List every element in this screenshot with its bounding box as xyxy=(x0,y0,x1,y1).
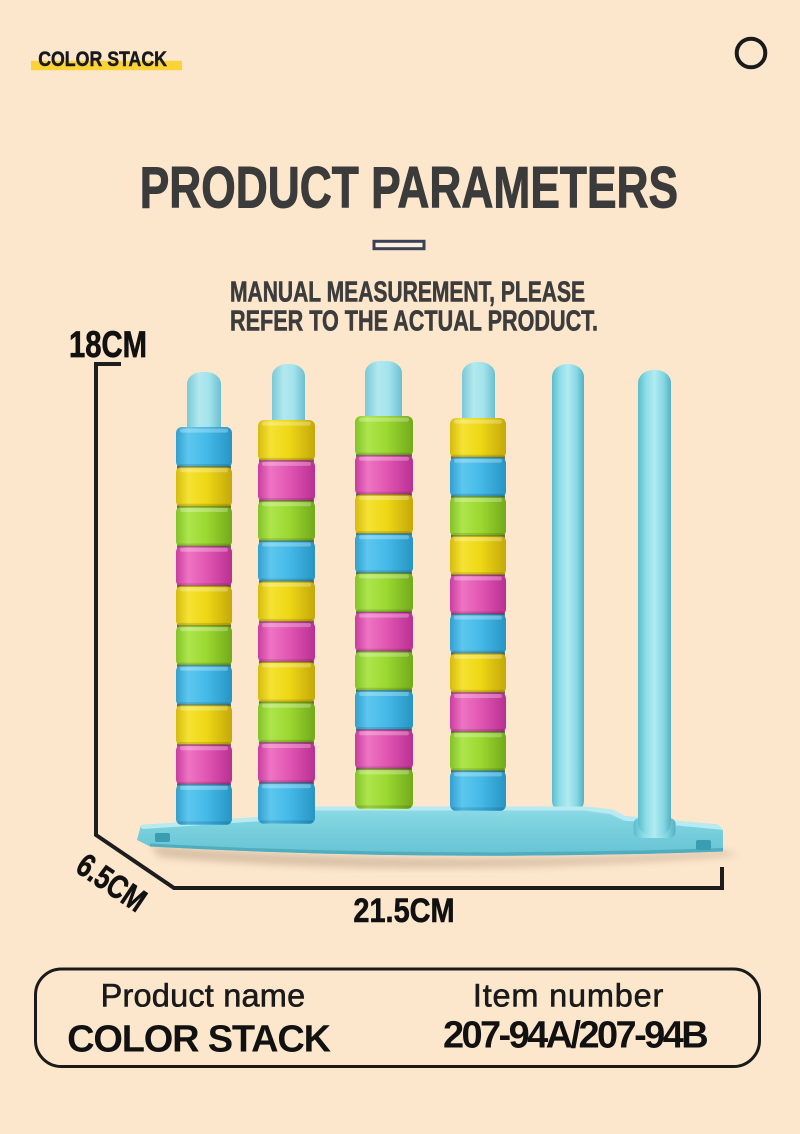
svg-text:PRODUCT PARAMETERS: PRODUCT PARAMETERS xyxy=(140,155,678,220)
svg-text:18CM: 18CM xyxy=(69,325,147,366)
svg-text:207-94A/207-94B: 207-94A/207-94B xyxy=(443,1015,707,1057)
svg-text:REFER TO THE ACTUAL PRODUCT.: REFER TO THE ACTUAL PRODUCT. xyxy=(230,305,598,337)
svg-text:Product name: Product name xyxy=(101,978,306,1014)
svg-text:Item number: Item number xyxy=(473,978,664,1014)
svg-text:COLOR STACK: COLOR STACK xyxy=(67,1019,331,1061)
svg-text:6.5CM: 6.5CM xyxy=(70,847,153,920)
svg-text:21.5CM: 21.5CM xyxy=(353,891,454,930)
svg-text:MANUAL MEASUREMENT, PLEASE: MANUAL MEASUREMENT, PLEASE xyxy=(230,276,585,308)
svg-text:COLOR STACK: COLOR STACK xyxy=(38,48,168,72)
